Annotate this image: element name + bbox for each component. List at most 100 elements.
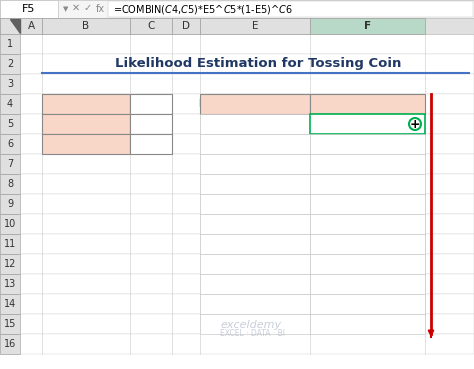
- Text: 10: 10: [4, 219, 16, 229]
- Bar: [200, 194, 310, 214]
- Bar: [0, 154, 20, 174]
- Bar: [20, 234, 474, 254]
- Bar: [0, 174, 20, 194]
- Text: 12: 12: [145, 139, 158, 149]
- Bar: [20, 94, 474, 114]
- Bar: [0, 54, 20, 74]
- Text: 7: 7: [7, 159, 13, 169]
- Bar: [130, 134, 172, 154]
- Bar: [0, 18, 474, 34]
- Bar: [310, 254, 425, 274]
- Bar: [0, 34, 20, 54]
- Bar: [20, 194, 474, 214]
- Text: 9: 9: [7, 199, 13, 209]
- Text: 13: 13: [4, 279, 16, 289]
- Bar: [20, 254, 474, 274]
- Text: No. of Tosses: No. of Tosses: [50, 99, 122, 109]
- Text: 12: 12: [4, 259, 16, 269]
- Bar: [42, 18, 130, 34]
- Text: 100.0%: 100.0%: [235, 319, 275, 329]
- Text: 2: 2: [7, 59, 13, 69]
- Bar: [130, 18, 172, 34]
- Text: 11: 11: [4, 239, 16, 249]
- Text: F5: F5: [22, 4, 36, 14]
- Bar: [200, 174, 310, 194]
- Bar: [130, 114, 172, 134]
- Bar: [200, 274, 310, 294]
- Text: ▼: ▼: [64, 6, 69, 12]
- Text: A: A: [27, 21, 35, 31]
- Bar: [0, 254, 20, 274]
- Bar: [130, 94, 172, 114]
- Bar: [20, 214, 474, 234]
- Text: E: E: [252, 21, 258, 31]
- Bar: [310, 154, 425, 174]
- Bar: [310, 114, 425, 134]
- Text: F: F: [364, 21, 371, 31]
- Bar: [310, 194, 425, 214]
- Bar: [310, 134, 425, 154]
- Bar: [20, 334, 474, 354]
- Bar: [20, 274, 474, 294]
- Bar: [200, 134, 310, 154]
- Text: 16: 16: [4, 339, 16, 349]
- Text: 8: 8: [148, 119, 155, 129]
- Bar: [108, 1, 473, 17]
- Bar: [310, 94, 425, 114]
- Text: exceldemy: exceldemy: [220, 320, 281, 330]
- Bar: [200, 214, 310, 234]
- Bar: [310, 214, 425, 234]
- Bar: [20, 294, 474, 314]
- Bar: [0, 114, 20, 134]
- Text: 40.0%: 40.0%: [238, 199, 272, 209]
- Bar: [0, 334, 20, 354]
- Text: 5: 5: [7, 119, 13, 129]
- Bar: [200, 254, 310, 274]
- Text: 1: 1: [7, 39, 13, 49]
- Bar: [310, 234, 425, 254]
- Text: ✕: ✕: [72, 3, 80, 13]
- Text: C: C: [147, 21, 155, 31]
- Bar: [200, 114, 310, 134]
- Bar: [310, 294, 425, 314]
- Bar: [200, 234, 310, 254]
- Text: No. of Heads: No. of Heads: [51, 119, 121, 129]
- Bar: [20, 34, 474, 54]
- Text: 50.0%: 50.0%: [238, 219, 272, 229]
- Bar: [200, 154, 310, 174]
- Text: 70.0%: 70.0%: [238, 259, 272, 269]
- Bar: [200, 94, 310, 114]
- Text: 14: 14: [4, 299, 16, 309]
- Bar: [20, 114, 474, 134]
- Bar: [0, 0, 58, 18]
- Text: 20.0%: 20.0%: [238, 159, 272, 169]
- Bar: [200, 314, 310, 334]
- Bar: [0, 294, 20, 314]
- Text: 10.0%: 10.0%: [238, 139, 272, 149]
- Bar: [0, 74, 20, 94]
- Bar: [20, 174, 474, 194]
- Text: 4: 4: [7, 99, 13, 109]
- Text: 15: 15: [4, 319, 16, 329]
- Text: D: D: [182, 21, 190, 31]
- Text: No. of Tails: No. of Tails: [55, 139, 117, 149]
- Bar: [20, 74, 474, 94]
- Bar: [0, 234, 20, 254]
- Text: 3: 3: [7, 79, 13, 89]
- Bar: [42, 94, 130, 114]
- Bar: [310, 274, 425, 294]
- Bar: [20, 134, 474, 154]
- Text: 30.0%: 30.0%: [238, 179, 272, 189]
- Text: 80.0%: 80.0%: [238, 279, 272, 289]
- Text: Probability of Heads: Probability of Heads: [199, 99, 311, 109]
- Bar: [172, 18, 200, 34]
- Bar: [20, 314, 474, 334]
- Bar: [0, 214, 20, 234]
- Text: Likelihood Estimation for Tossing Coin: Likelihood Estimation for Tossing Coin: [115, 56, 401, 69]
- Text: 0.00%: 0.00%: [351, 119, 384, 129]
- Bar: [20, 54, 474, 74]
- Bar: [0, 94, 20, 114]
- Bar: [200, 18, 310, 34]
- Bar: [310, 18, 425, 34]
- Bar: [20, 154, 474, 174]
